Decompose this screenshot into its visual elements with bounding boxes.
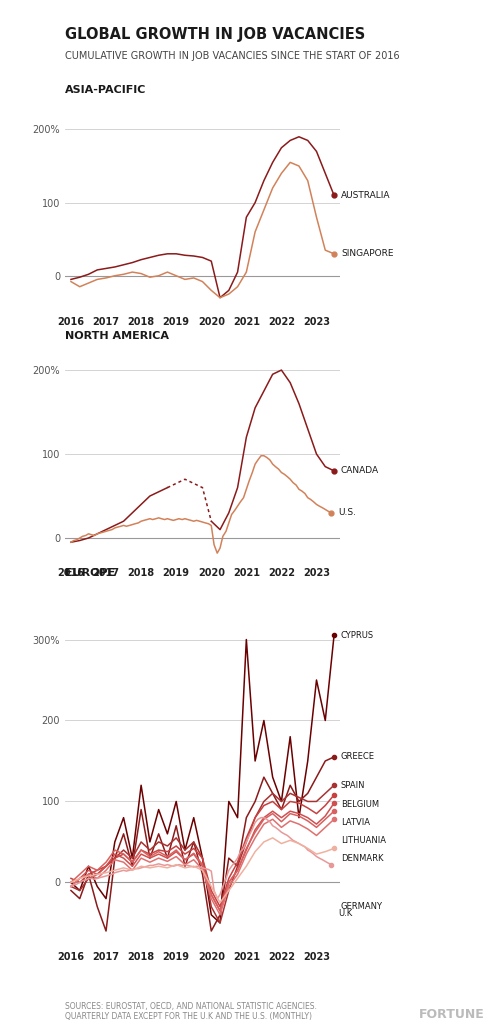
Text: CYPRUS: CYPRUS [341,631,374,640]
Text: SINGAPORE: SINGAPORE [341,249,394,258]
Text: DENMARK: DENMARK [341,854,384,862]
Text: LITHUANIA: LITHUANIA [341,836,386,845]
Text: U.K: U.K [338,908,352,918]
Text: NORTH AMERICA: NORTH AMERICA [65,331,169,341]
Text: BELGIUM: BELGIUM [341,800,379,809]
Text: GREECE: GREECE [341,753,375,762]
Text: SOURCES: EUROSTAT, OECD, AND NATIONAL STATISTIC AGENCIES.
QUARTERLY DATA EXCEPT : SOURCES: EUROSTAT, OECD, AND NATIONAL ST… [65,1001,317,1021]
Text: U.S.: U.S. [338,508,356,517]
Text: GERMANY: GERMANY [341,902,383,911]
Text: SPAIN: SPAIN [341,780,365,790]
Text: CANADA: CANADA [341,466,379,475]
Text: GLOBAL GROWTH IN JOB VACANCIES: GLOBAL GROWTH IN JOB VACANCIES [65,27,365,42]
Text: ASIA-PACIFIC: ASIA-PACIFIC [65,85,146,95]
Text: LATVIA: LATVIA [341,818,370,827]
Text: CUMULATIVE GROWTH IN JOB VACANCIES SINCE THE START OF 2016: CUMULATIVE GROWTH IN JOB VACANCIES SINCE… [65,51,400,61]
Text: FORTUNE: FORTUNE [419,1008,485,1021]
Text: EUROPE: EUROPE [65,568,115,579]
Text: AUSTRALIA: AUSTRALIA [341,190,390,200]
